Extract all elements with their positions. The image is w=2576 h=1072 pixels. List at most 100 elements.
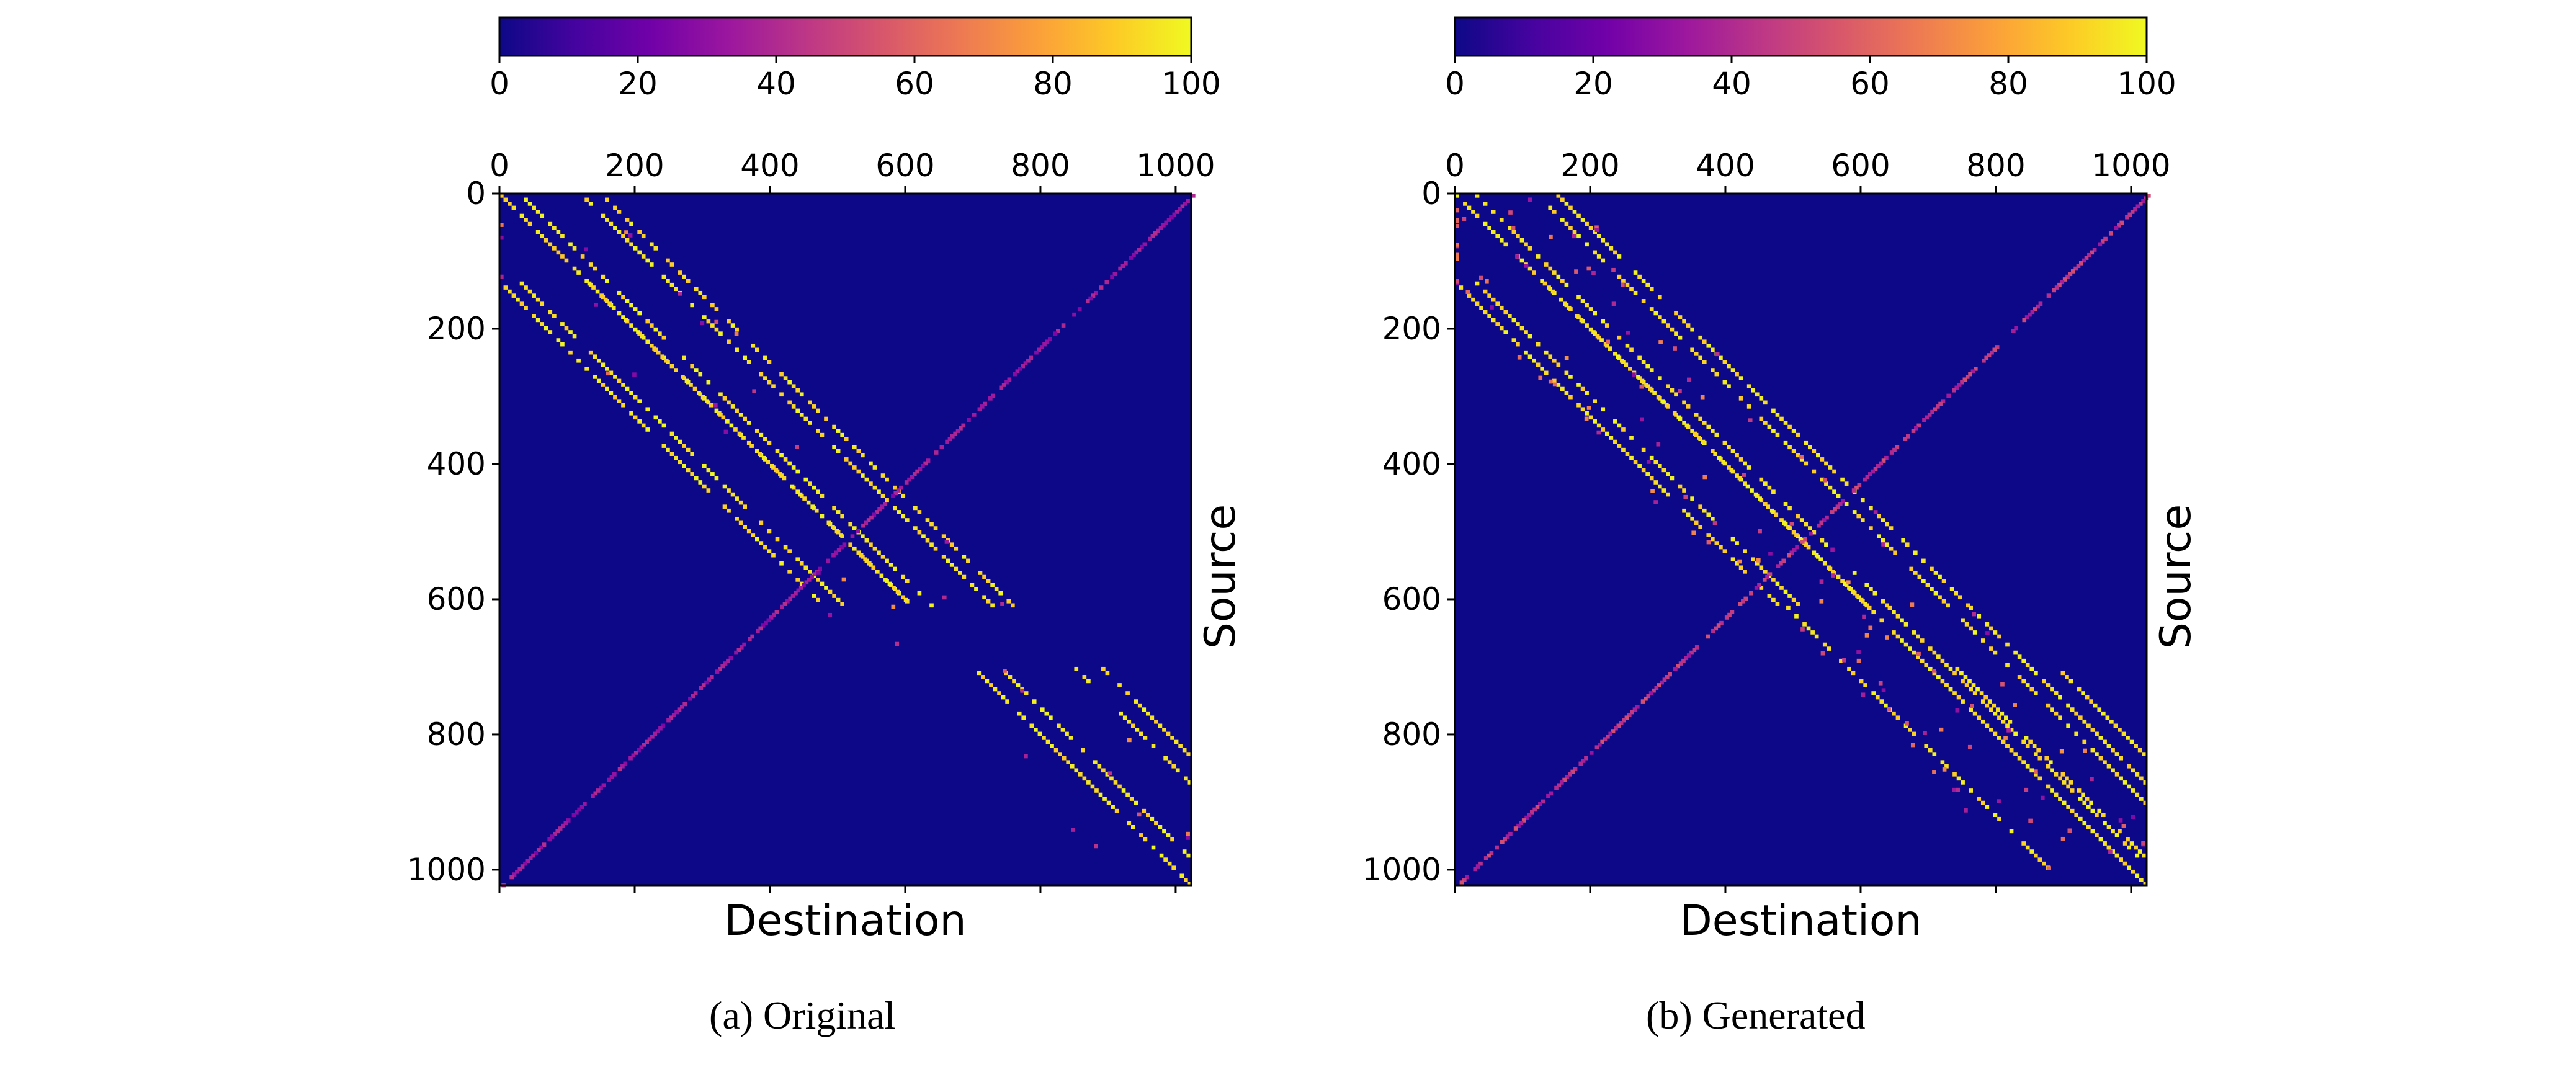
heatmap-cell (1572, 234, 1576, 239)
heatmap-cell (727, 319, 731, 324)
heatmap-cell (1794, 533, 1799, 537)
heatmap-cell (1544, 350, 1549, 355)
heatmap-cell (1666, 492, 1670, 497)
heatmap-cell (2034, 769, 2038, 774)
heatmap-cell (1604, 242, 1609, 247)
heatmap-cell (576, 358, 581, 363)
heatmap-cell (1163, 756, 1168, 761)
heatmap-cell (1657, 683, 1661, 687)
heatmap-cell (1042, 736, 1046, 740)
heatmap-cell (1786, 605, 1791, 610)
heatmap-cell (579, 805, 584, 809)
heatmap-cell (1749, 591, 1753, 596)
heatmap-cell (1939, 727, 1944, 732)
heatmap-cell (714, 307, 719, 311)
heatmap-cell (1548, 205, 1553, 210)
heatmap-cell (1756, 558, 1761, 563)
heatmap-cell (1139, 731, 1143, 736)
heatmap-cell (1544, 370, 1549, 375)
heatmap-cell (1878, 681, 1883, 686)
heatmap-cell (896, 488, 901, 493)
heatmap-cell (1956, 695, 1961, 700)
heatmap-cell (1706, 512, 1711, 517)
heatmap-cell (1649, 307, 1654, 311)
heatmap-cell (1552, 270, 1557, 275)
heatmap-cell (1694, 352, 1699, 356)
heatmap-cell (664, 358, 669, 363)
heatmap-cell (601, 383, 606, 387)
heatmap-cell (682, 274, 686, 279)
heatmap-cell (891, 493, 895, 498)
heatmap-cell (1997, 799, 2001, 803)
heatmap-cell (921, 534, 926, 538)
heatmap-cell (1661, 468, 1666, 473)
heatmap-cell (767, 529, 772, 534)
heatmap-cell (1952, 388, 1956, 393)
heatmap-cell (867, 561, 872, 566)
heatmap-cell (1895, 445, 1900, 450)
heatmap-cell (1519, 326, 1524, 331)
heatmap-cell (2065, 675, 2069, 679)
heatmap-cell (1836, 493, 1841, 498)
heatmap-cell (1142, 707, 1147, 712)
heatmap-cell (583, 247, 588, 252)
colorbar (1454, 16, 2148, 57)
heatmap-cell (1174, 210, 1179, 214)
heatmap-cell (2028, 818, 2033, 823)
heatmap-cell (861, 473, 865, 478)
heatmap-cell (723, 429, 728, 434)
heatmap-cell (997, 691, 1001, 695)
heatmap-cell (543, 238, 548, 243)
heatmap-cell (1563, 302, 1568, 306)
heatmap-cell (795, 578, 800, 582)
heatmap-cell (1619, 721, 1624, 725)
heatmap-cell (1459, 880, 1464, 885)
heatmap-cell (652, 346, 656, 351)
heatmap-cell (2131, 815, 2135, 820)
heatmap-cell (880, 473, 885, 478)
heatmap-cell (633, 327, 638, 332)
heatmap-cell (1110, 274, 1114, 279)
y-tick-label: 200 (427, 311, 486, 347)
heatmap-cell (808, 400, 812, 405)
heatmap-cell (1757, 583, 1761, 587)
heatmap-cell (1119, 711, 1124, 716)
heatmap-cell (897, 510, 901, 514)
heatmap-cell (1455, 256, 1459, 261)
heatmap-cell (1969, 707, 1973, 712)
heatmap-cell (1944, 764, 1949, 769)
heatmap-cell (1969, 788, 1973, 793)
heatmap-cell (1781, 558, 1786, 563)
heatmap-cell (2111, 748, 2115, 753)
heatmap-cell (2070, 707, 2075, 712)
heatmap-cell (2060, 280, 2065, 285)
heatmap-cell (998, 591, 1003, 596)
heatmap-cell (1930, 566, 1934, 571)
heatmap-cell (1491, 318, 1496, 323)
caption-text: Generated (1702, 993, 1866, 1037)
heatmap-cell (1966, 603, 1970, 608)
colorbar-tick-label: 60 (895, 66, 934, 102)
heatmap-cell (1722, 549, 1727, 553)
heatmap-cell (1993, 711, 1998, 716)
heatmap-cell (649, 323, 654, 328)
heatmap-cell (1508, 210, 1513, 215)
heatmap-cell (1037, 731, 1042, 736)
heatmap-cell (1015, 369, 1020, 374)
heatmap-cell (1903, 723, 1908, 728)
heatmap-cell (1755, 561, 1760, 566)
heatmap-cell (1021, 715, 1026, 720)
heatmap-cell (893, 506, 897, 511)
heatmap-cell (769, 615, 774, 620)
heatmap-cell (722, 504, 727, 509)
heatmap-cell (1661, 488, 1666, 493)
heatmap-cell (1547, 285, 1551, 290)
heatmap-cell (836, 449, 841, 453)
heatmap-cell (2029, 666, 2034, 671)
heatmap-cell (700, 395, 705, 400)
heatmap-cell (944, 540, 949, 544)
heatmap-cell (1594, 745, 1599, 750)
heatmap-cell (1611, 302, 1616, 306)
heatmap-cell (1568, 395, 1573, 400)
heatmap-cell (1654, 686, 1659, 690)
